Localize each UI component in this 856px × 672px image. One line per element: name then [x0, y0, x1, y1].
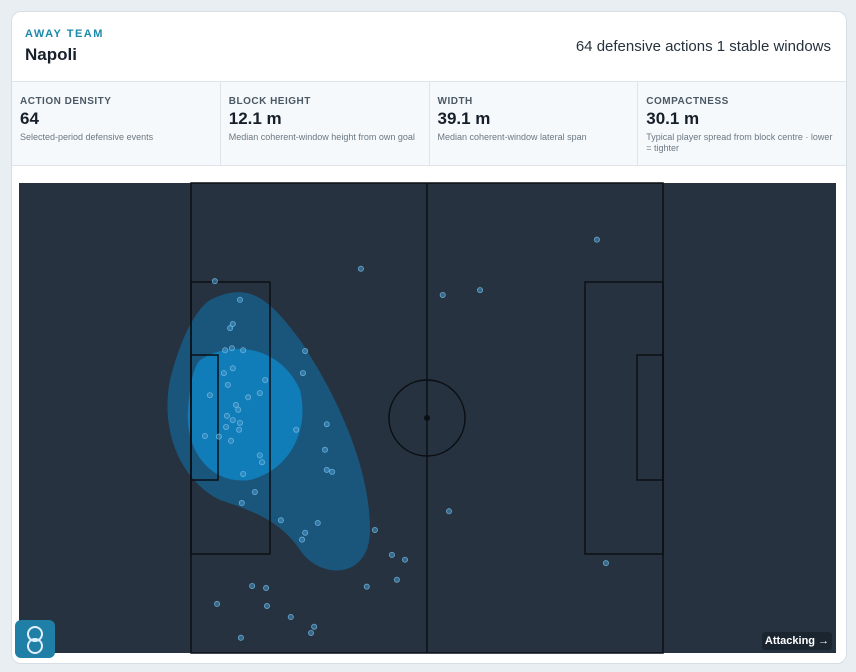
- action-dot: [223, 412, 230, 419]
- action-dot: [256, 390, 263, 397]
- action-dot: [215, 433, 222, 440]
- action-dot: [401, 556, 408, 563]
- metric: BLOCK HEIGHT 12.1 m Median coherent-window…: [219, 82, 429, 165]
- action-dot: [256, 452, 263, 459]
- app-logo[interactable]: [15, 620, 55, 658]
- metric-description: Median coherent-window lateral span: [437, 132, 587, 142]
- action-dot: [228, 345, 235, 352]
- action-dot: [259, 459, 266, 466]
- metric: ACTION DENSITY 64 Selected-period defensiv…: [12, 82, 220, 165]
- action-dot: [220, 370, 227, 377]
- action-dot: [224, 381, 231, 388]
- action-dot: [308, 629, 315, 636]
- action-dot: [201, 432, 208, 439]
- action-dot: [223, 423, 230, 430]
- action-dot: [211, 278, 218, 285]
- kicker: AWAY TEAM: [25, 28, 104, 40]
- action-dot: [323, 466, 330, 473]
- metric: COMPACTNESS 30.1 m Typical player spread f…: [637, 82, 846, 165]
- metric-label: BLOCK HEIGHT: [228, 96, 311, 107]
- action-dot: [439, 291, 446, 298]
- action-dot: [263, 603, 270, 610]
- direction-badge: [762, 632, 832, 650]
- action-dot: [602, 560, 609, 567]
- action-dot: [446, 508, 453, 515]
- action-dot: [363, 583, 370, 590]
- action-dot: [228, 437, 235, 444]
- action-dot: [314, 520, 321, 527]
- centre-spot: [424, 415, 430, 421]
- action-dot: [214, 600, 221, 607]
- action-dot: [249, 582, 256, 589]
- action-dot: [236, 296, 243, 303]
- metric-description: Selected-period defensive events: [20, 132, 154, 142]
- action-dot: [321, 446, 328, 453]
- action-dot: [302, 529, 309, 536]
- action-dot: [287, 614, 294, 621]
- action-dot: [357, 265, 364, 272]
- action-dot: [240, 470, 247, 477]
- action-dot: [206, 392, 213, 399]
- action-dot: [227, 325, 234, 332]
- action-dot: [593, 236, 600, 243]
- action-dot: [262, 376, 269, 383]
- team-name: Napoli: [25, 45, 77, 64]
- action-dot: [299, 536, 306, 543]
- action-dot: [222, 347, 229, 354]
- action-dot: [236, 419, 243, 426]
- action-dot: [277, 517, 284, 524]
- action-dot: [245, 394, 252, 401]
- action-dot: [235, 406, 242, 413]
- action-dot: [388, 551, 395, 558]
- action-dot: [477, 287, 484, 294]
- metric-value: 30.1 m: [646, 109, 700, 128]
- action-dot: [238, 500, 245, 507]
- metric-label: COMPACTNESS: [646, 96, 729, 107]
- action-dot: [229, 365, 236, 372]
- metric-label: ACTION DENSITY: [20, 96, 112, 107]
- action-dot: [237, 634, 244, 641]
- density-inner: [187, 348, 303, 481]
- metric-description: Typical player spread from block centre …: [646, 132, 833, 153]
- action-dot: [329, 468, 336, 475]
- action-dot: [311, 623, 318, 630]
- action-dot: [229, 417, 236, 424]
- metrics-row: ACTION DENSITY 64 Selected-period defensiv…: [12, 81, 846, 166]
- action-dot: [251, 488, 258, 495]
- action-dot: [240, 347, 247, 354]
- action-dot: [302, 347, 309, 354]
- action-dot: [323, 421, 330, 428]
- metric-value: 64: [20, 109, 39, 128]
- action-dot: [263, 585, 270, 592]
- summary: 64 defensive actions 1 stable windows: [575, 38, 831, 55]
- action-dot: [229, 320, 236, 327]
- metric-value: 12.1 m: [228, 109, 282, 128]
- action-dot: [293, 426, 300, 433]
- action-dot: [299, 370, 306, 377]
- action-dot: [232, 401, 239, 408]
- action-dot: [371, 526, 378, 533]
- metric-label: WIDTH: [437, 96, 473, 107]
- metric: WIDTH 39.1 m Median coherent-window latera…: [428, 82, 638, 165]
- action-dot: [393, 576, 400, 583]
- action-dot: [236, 426, 243, 433]
- metric-value: 39.1 m: [437, 109, 491, 128]
- direction-label: Attacking →: [765, 635, 829, 647]
- metric-description: Median coherent-window height from own g…: [228, 132, 415, 142]
